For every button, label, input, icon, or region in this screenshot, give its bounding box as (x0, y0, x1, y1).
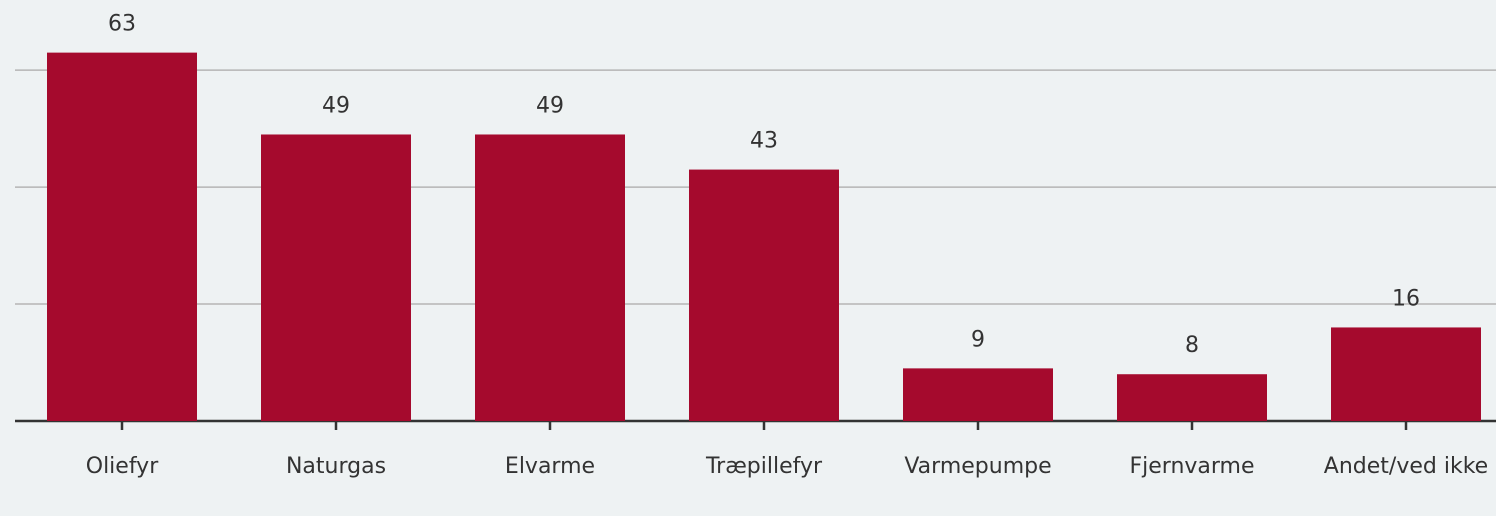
bar (475, 134, 625, 421)
bar (1331, 327, 1481, 421)
x-tick-label: Andet/ved ikke (1324, 454, 1488, 479)
x-tick-label: Oliefyr (86, 454, 159, 479)
x-tick-label: Fjernvarme (1129, 454, 1254, 479)
value-label: 16 (1392, 286, 1420, 311)
value-label: 49 (536, 93, 564, 118)
value-label: 63 (108, 12, 136, 37)
value-label: 9 (971, 327, 985, 352)
value-label: 49 (322, 93, 350, 118)
x-tick-label: Naturgas (286, 454, 386, 479)
bar (47, 52, 197, 421)
x-tick-label: Træpillefyr (705, 454, 823, 479)
bar (261, 134, 411, 421)
x-tick-label: Elvarme (505, 454, 595, 479)
x-tick-label: Varmepumpe (904, 454, 1051, 479)
value-label: 43 (750, 129, 778, 154)
bar (1117, 374, 1267, 421)
bar (689, 169, 839, 421)
bar (903, 368, 1053, 421)
value-label: 8 (1185, 333, 1199, 358)
